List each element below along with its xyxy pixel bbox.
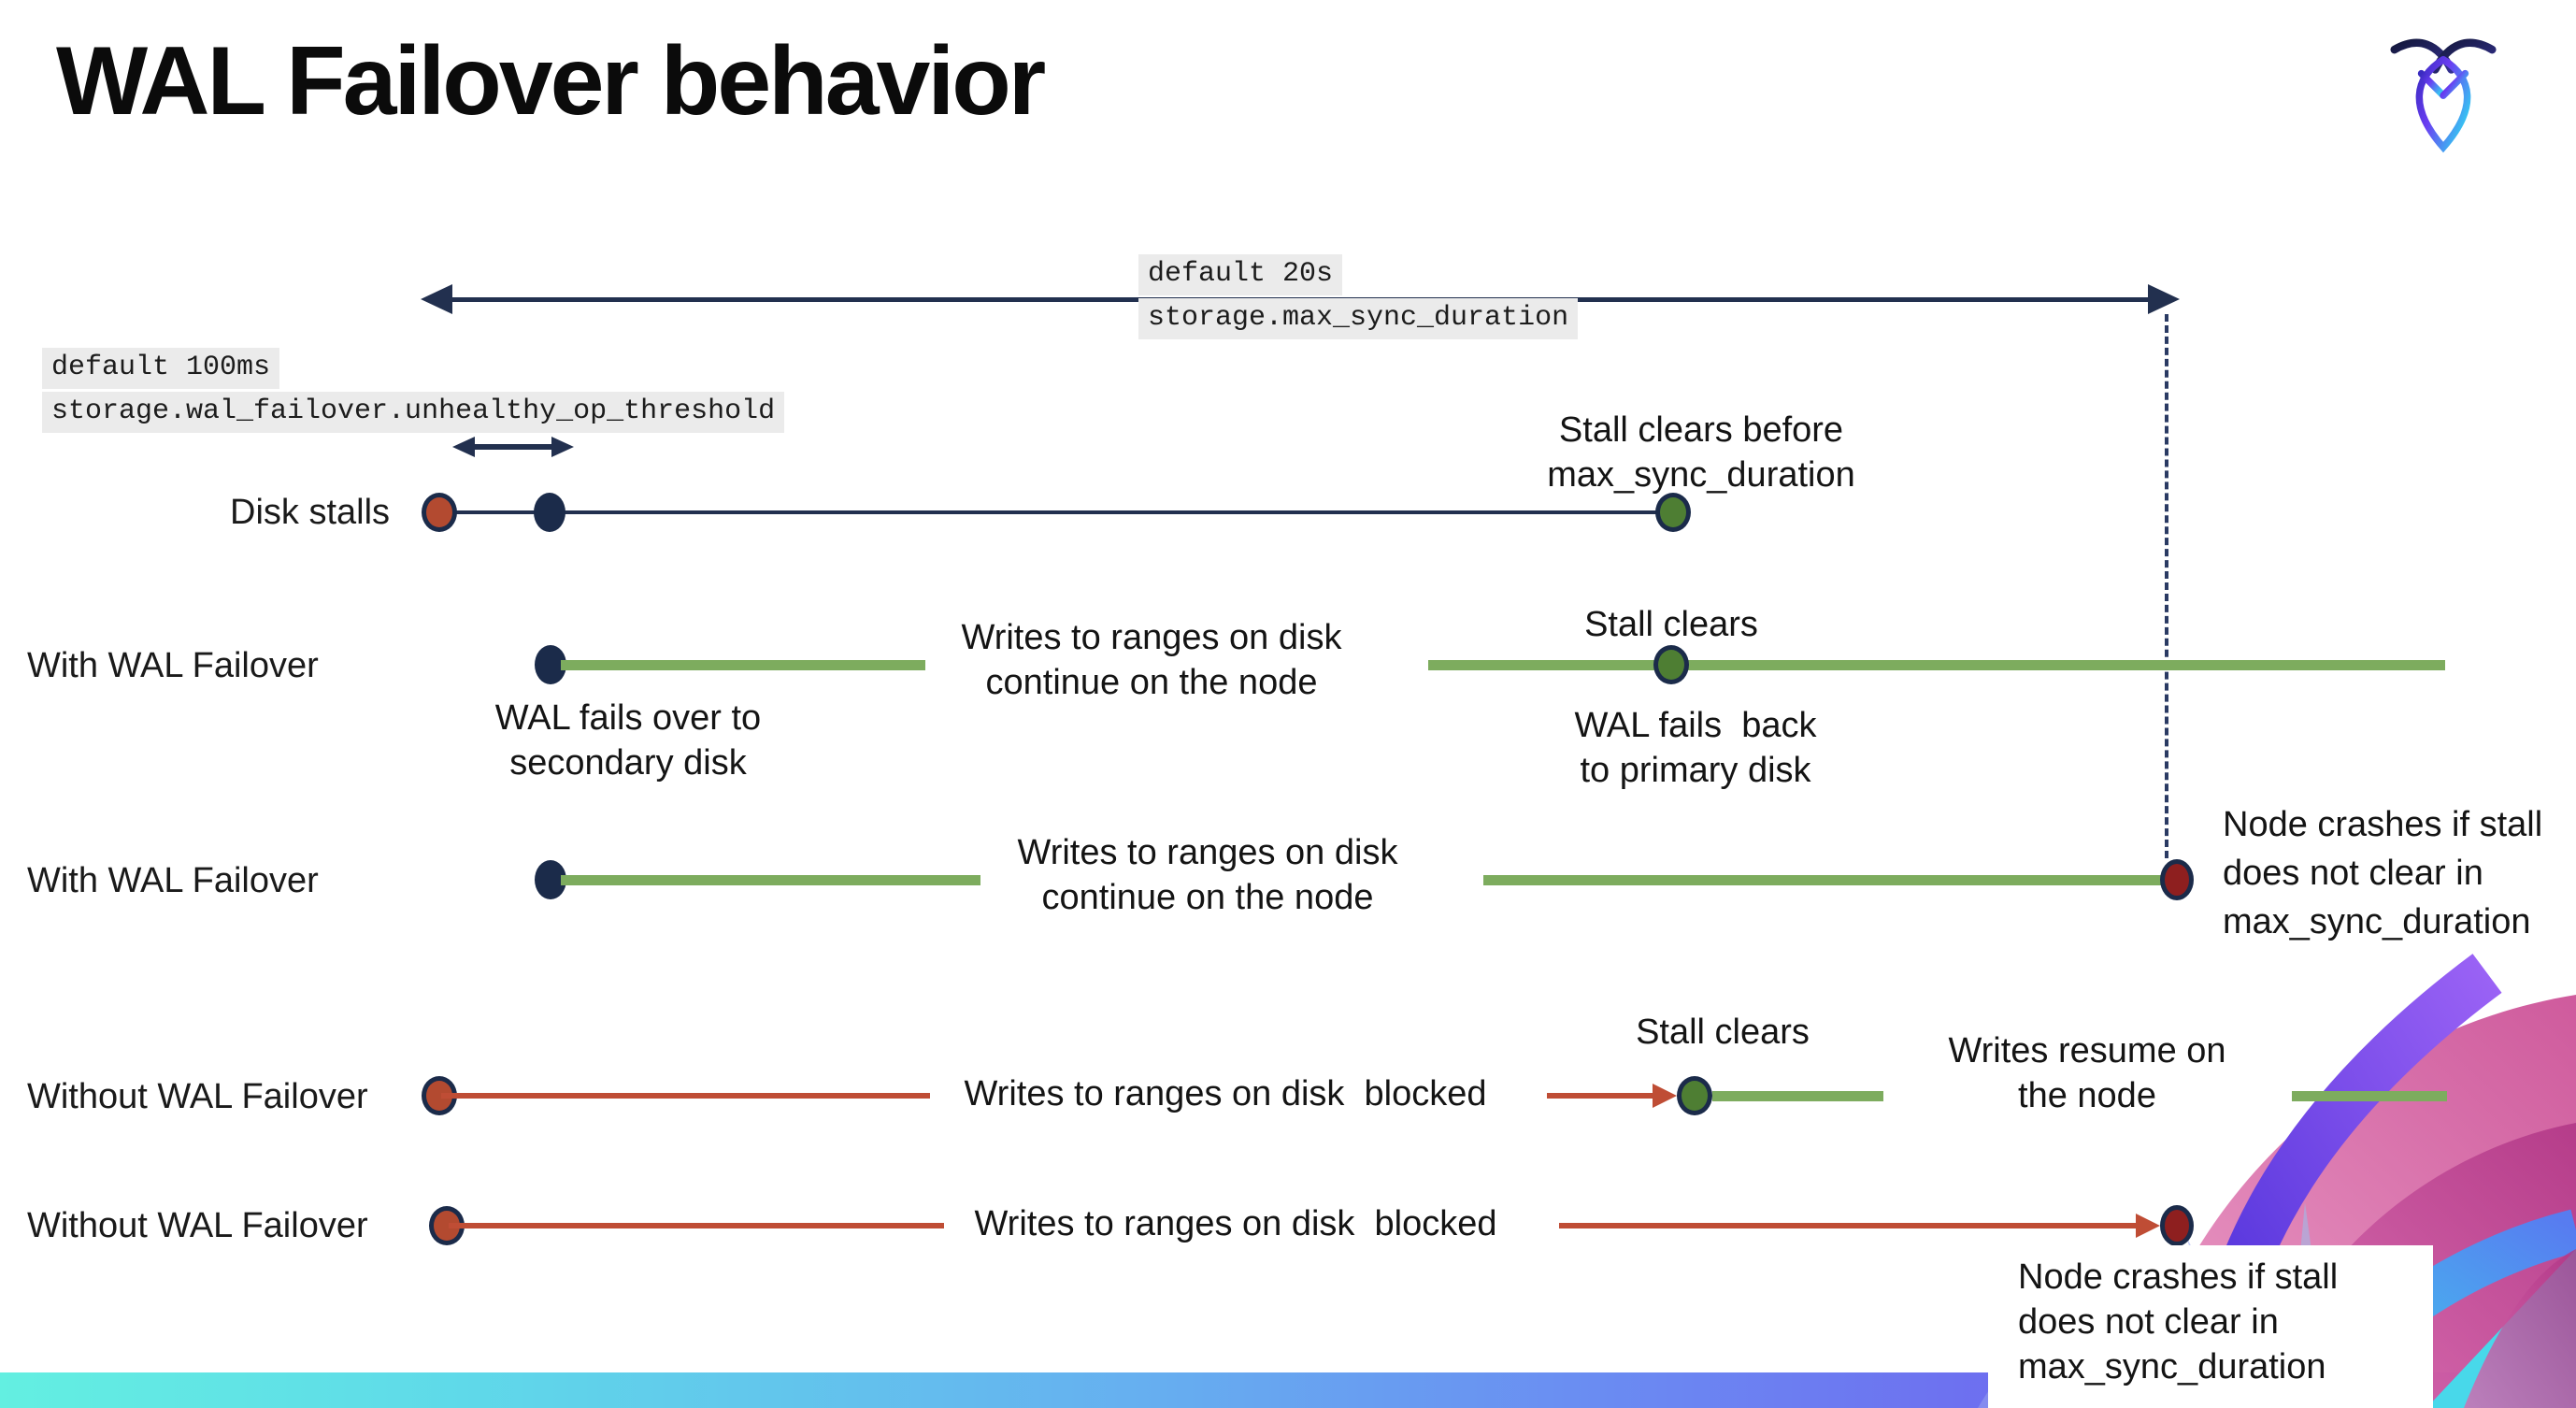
green-segment <box>561 875 980 885</box>
stall-clears-dot <box>1653 645 1689 684</box>
node-crash-dot <box>2160 1205 2194 1246</box>
row-label-with-wal-failover: With WAL Failover <box>27 861 319 900</box>
green-segment <box>2292 1091 2447 1101</box>
config-label-unhealthy-op-threshold: default 100ms storage.wal_failover.unhea… <box>42 348 785 433</box>
span-arrowhead-left-icon <box>421 284 452 314</box>
stall-clears-label: Stall clears <box>1636 1013 1810 1052</box>
row-label-without-wal-failover: Without WAL Failover <box>27 1077 368 1116</box>
red-arrowhead-icon <box>2136 1214 2160 1238</box>
config-setting-name: storage.max_sync_duration <box>1138 298 1579 339</box>
writes-continue-note: Writes to ranges on disk continue on the… <box>961 618 1342 702</box>
blocked-segment <box>1559 1223 2136 1228</box>
stall-clears-before-note: Stall clears before max_sync_duration <box>1547 410 1855 495</box>
disk-stall-timeline <box>441 510 1675 514</box>
green-segment <box>1712 1091 1883 1101</box>
node-crash-note: Node crashes if stall does not clear in … <box>2223 805 2543 941</box>
writes-continue-note: Writes to ranges on disk continue on the… <box>1017 833 1398 917</box>
dashed-drop-line <box>2165 314 2168 858</box>
red-arrowhead-icon <box>1653 1084 1677 1108</box>
stall-clears-dot <box>1655 493 1691 532</box>
config-setting-name: storage.wal_failover.unhealthy_op_thresh… <box>42 392 785 433</box>
blocked-segment <box>449 1223 944 1228</box>
disk-stall-start-dot <box>422 493 457 532</box>
writes-blocked-note: Writes to ranges on disk blocked <box>974 1204 1497 1243</box>
node-crash-dot <box>2160 859 2194 900</box>
green-segment <box>1428 660 2445 670</box>
span-arrowhead-right-icon <box>2148 284 2180 314</box>
threshold-span-line <box>473 444 553 450</box>
green-segment <box>1483 875 2161 885</box>
blocked-segment <box>441 1093 930 1099</box>
crash-note-box: Node crashes if stall does not clear in … <box>1988 1245 2433 1408</box>
node-crash-note: Node crashes if stall does not clear in … <box>2018 1257 2339 1386</box>
config-default-value: default 100ms <box>42 348 280 389</box>
row-label-without-wal-failover: Without WAL Failover <box>27 1206 368 1245</box>
stall-clears-dot <box>1677 1076 1712 1115</box>
writes-resume-note: Writes resume on the node <box>1948 1031 2226 1115</box>
failover-note: WAL fails over to secondary disk <box>494 698 762 783</box>
row-label-with-wal-failover: With WAL Failover <box>27 646 319 685</box>
threshold-arrowhead-left-icon <box>452 437 475 457</box>
writes-blocked-note: Writes to ranges on disk blocked <box>964 1074 1487 1113</box>
page-title: WAL Failover behavior <box>56 27 1046 136</box>
failover-threshold-dot <box>534 493 565 532</box>
threshold-arrowhead-right-icon <box>551 437 574 457</box>
config-label-max-sync-duration: default 20s storage.max_sync_duration <box>1138 254 1579 339</box>
stall-clears-label: Stall clears <box>1584 605 1758 644</box>
blocked-segment <box>1547 1093 1656 1099</box>
config-default-value: default 20s <box>1138 254 1343 295</box>
green-segment <box>561 660 925 670</box>
cockroachdb-logo-icon <box>2390 38 2497 153</box>
row-label-disk-stalls: Disk stalls <box>230 493 391 532</box>
failback-note: WAL fails back to primary disk <box>1574 706 1817 790</box>
